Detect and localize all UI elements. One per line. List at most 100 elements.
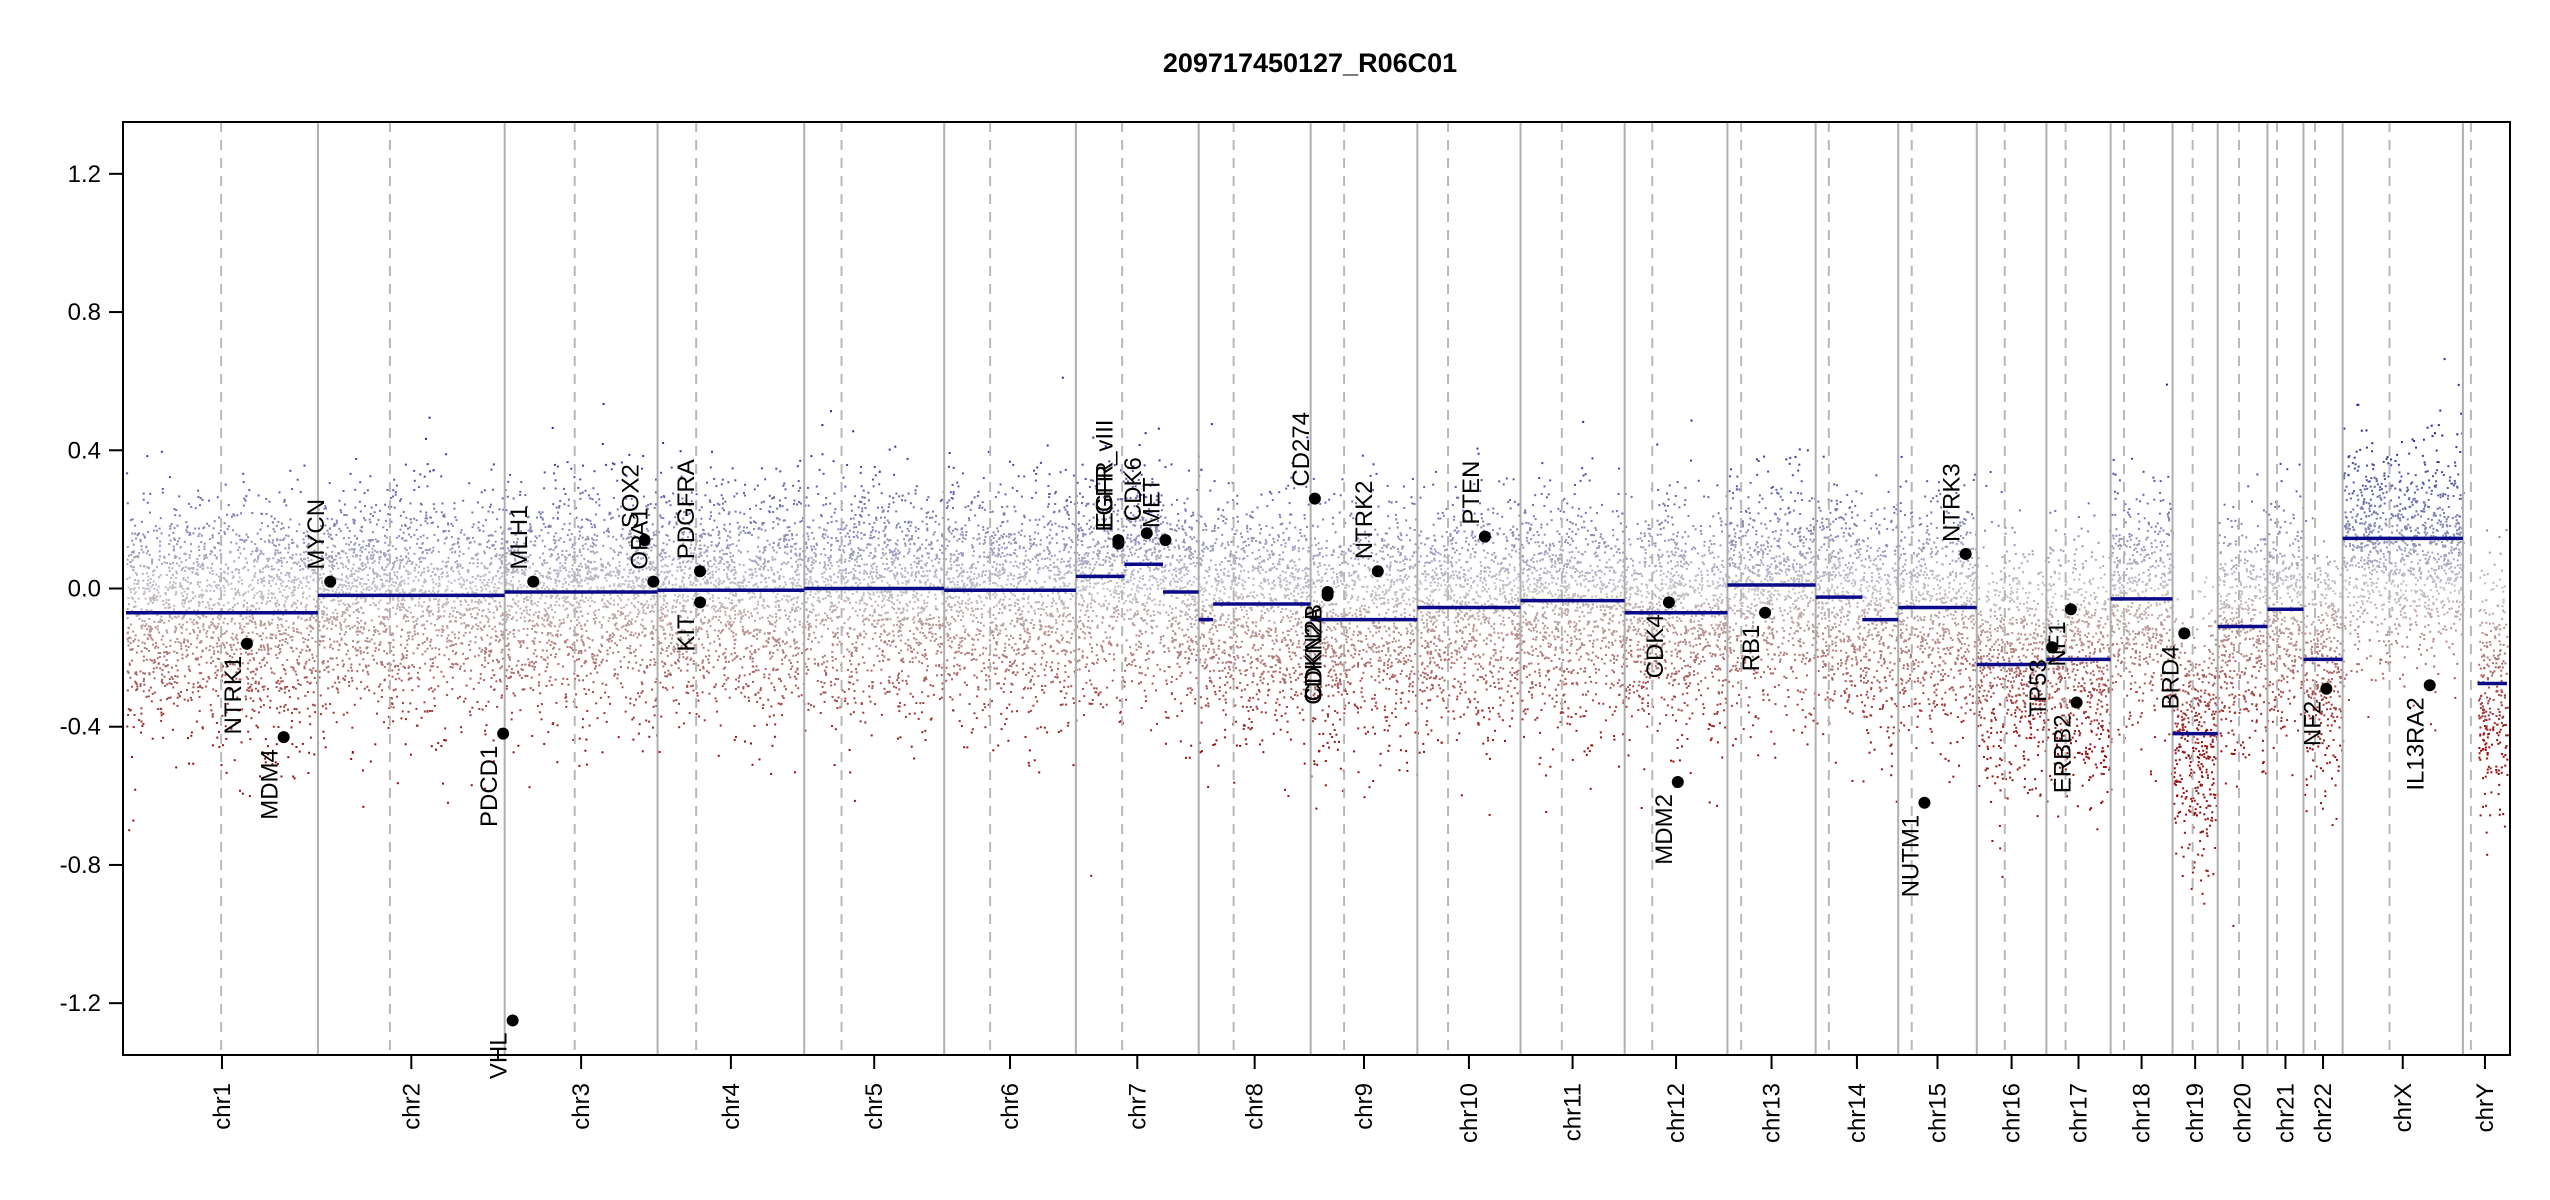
probe-point xyxy=(505,675,508,678)
probe-point xyxy=(436,618,439,621)
probe-point xyxy=(250,717,253,720)
probe-point xyxy=(644,634,647,637)
probe-point xyxy=(581,726,584,729)
probe-point xyxy=(319,518,322,521)
probe-point xyxy=(407,582,410,585)
probe-point xyxy=(558,597,561,600)
probe-point xyxy=(277,608,280,611)
probe-point xyxy=(443,654,446,657)
probe-point xyxy=(225,737,228,740)
probe-point xyxy=(282,539,285,542)
probe-point xyxy=(493,674,495,677)
probe-point xyxy=(427,549,430,552)
probe-point xyxy=(353,549,356,552)
probe-point xyxy=(644,603,647,606)
probe-point xyxy=(518,580,521,583)
probe-point xyxy=(510,668,513,671)
probe-point xyxy=(340,584,343,586)
probe-point xyxy=(525,605,528,608)
probe-point xyxy=(558,506,561,509)
probe-point xyxy=(227,601,230,604)
probe-point xyxy=(259,644,262,647)
probe-point xyxy=(496,635,499,638)
probe-point xyxy=(324,505,327,508)
probe-point xyxy=(650,630,653,633)
probe-point xyxy=(334,523,337,526)
probe-point xyxy=(271,671,273,674)
probe-point xyxy=(622,612,624,615)
probe-point xyxy=(272,725,275,728)
probe-point xyxy=(289,636,292,639)
probe-point xyxy=(265,497,268,500)
probe-point xyxy=(251,708,254,711)
probe-point xyxy=(281,664,284,666)
probe-point xyxy=(796,667,799,670)
probe-point xyxy=(216,657,219,660)
probe-point xyxy=(613,668,616,671)
probe-point xyxy=(140,545,143,548)
probe-point xyxy=(142,659,145,662)
probe-point xyxy=(640,681,643,684)
probe-point xyxy=(642,625,645,628)
probe-point xyxy=(461,642,464,645)
probe-point xyxy=(170,683,173,685)
probe-point xyxy=(147,695,150,698)
probe-point xyxy=(270,568,273,571)
probe-point xyxy=(543,625,546,628)
probe-point xyxy=(386,488,389,491)
probe-point xyxy=(143,672,146,675)
probe-point xyxy=(151,558,154,561)
probe-point xyxy=(254,558,257,561)
probe-point xyxy=(477,625,480,627)
probe-point xyxy=(408,592,411,595)
probe-point xyxy=(205,635,208,638)
probe-point xyxy=(394,688,397,691)
probe-point xyxy=(494,591,497,594)
probe-point xyxy=(505,645,508,647)
probe-point xyxy=(371,539,374,542)
probe-point xyxy=(284,608,287,611)
probe-point xyxy=(625,696,627,699)
probe-point xyxy=(484,729,486,732)
probe-point xyxy=(411,588,414,591)
probe-point xyxy=(564,581,567,584)
probe-point xyxy=(223,578,226,581)
probe-point xyxy=(184,579,187,582)
probe-point xyxy=(233,622,236,625)
probe-point xyxy=(491,534,494,537)
probe-point xyxy=(143,565,145,568)
probe-point xyxy=(140,720,143,723)
probe-point xyxy=(558,604,561,607)
probe-point xyxy=(251,639,254,642)
probe-point xyxy=(639,644,642,647)
probe-point xyxy=(598,498,601,501)
probe-point xyxy=(297,615,300,618)
probe-point xyxy=(127,597,130,600)
probe-point xyxy=(298,721,301,724)
probe-point xyxy=(499,667,502,670)
probe-point xyxy=(617,577,620,579)
probe-point xyxy=(546,633,549,636)
probe-point xyxy=(526,516,529,519)
probe-point xyxy=(215,722,218,724)
probe-point xyxy=(440,511,443,514)
probe-point xyxy=(436,539,439,542)
probe-point xyxy=(534,649,537,652)
probe-point xyxy=(653,544,656,547)
probe-point xyxy=(496,518,499,521)
probe-point xyxy=(384,568,387,571)
probe-point xyxy=(200,672,203,675)
probe-point xyxy=(241,708,244,711)
probe-point xyxy=(635,661,638,664)
probe-point xyxy=(611,636,614,639)
probe-point xyxy=(612,651,615,654)
probe-point xyxy=(160,638,163,641)
probe-point xyxy=(585,567,588,570)
probe-point xyxy=(609,634,612,636)
probe-point xyxy=(555,596,558,599)
probe-point xyxy=(192,686,195,689)
probe-point xyxy=(339,626,342,629)
probe-point xyxy=(312,703,315,706)
probe-point xyxy=(210,709,213,712)
probe-point xyxy=(465,587,468,590)
